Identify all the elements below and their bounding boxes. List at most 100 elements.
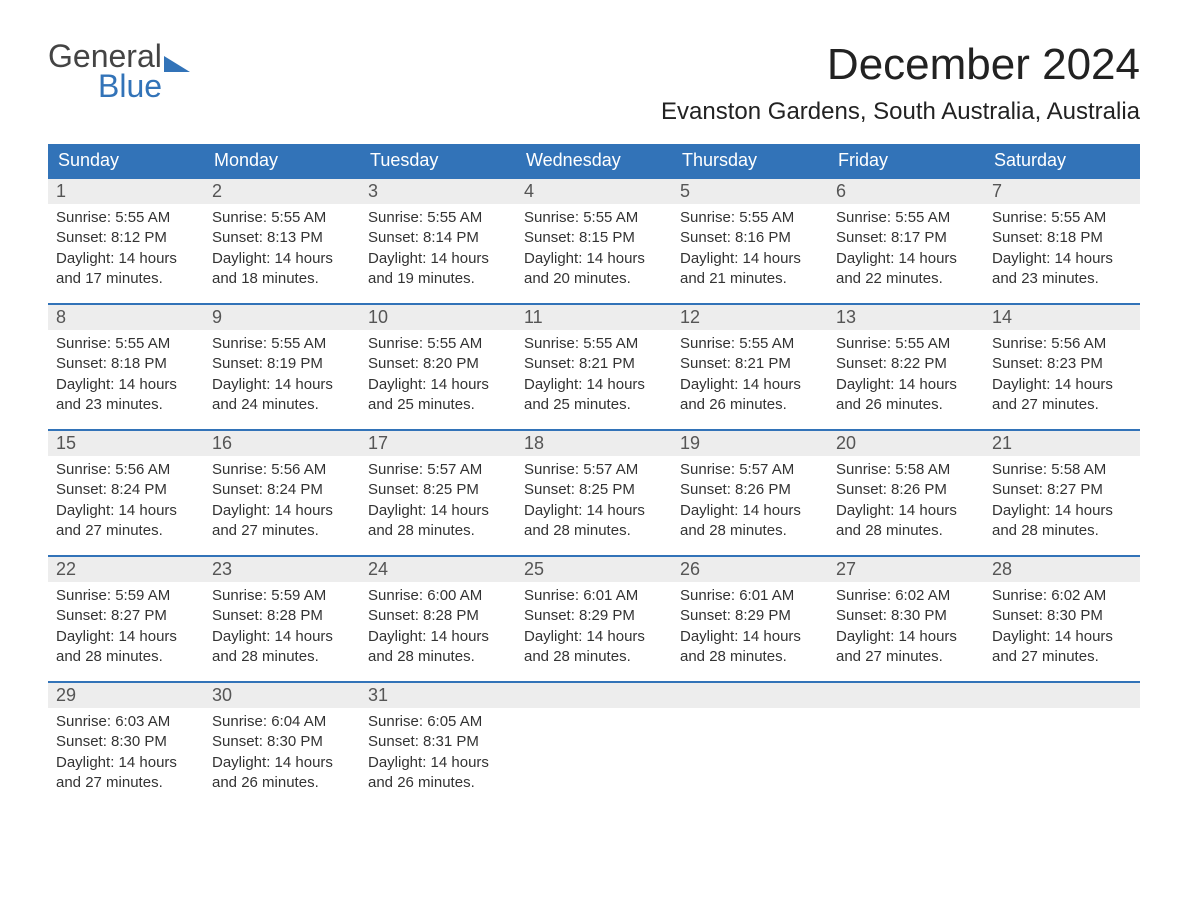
day-details: Sunrise: 5:55 AMSunset: 8:14 PMDaylight:… <box>360 204 516 289</box>
day-details: Sunrise: 5:55 AMSunset: 8:13 PMDaylight:… <box>204 204 360 289</box>
calendar-week: 15Sunrise: 5:56 AMSunset: 8:24 PMDayligh… <box>48 429 1140 555</box>
calendar-day: 20Sunrise: 5:58 AMSunset: 8:26 PMDayligh… <box>828 431 984 555</box>
daylight-line: Daylight: 14 hours and 22 minutes. <box>836 249 976 290</box>
day-number: 8 <box>48 305 204 330</box>
day-details: Sunrise: 6:02 AMSunset: 8:30 PMDaylight:… <box>828 582 984 667</box>
month-title: December 2024 <box>661 40 1140 90</box>
weekday-header: Saturday <box>984 144 1140 177</box>
sunset-line: Sunset: 8:22 PM <box>836 354 976 374</box>
weekday-header: Sunday <box>48 144 204 177</box>
calendar-week: 22Sunrise: 5:59 AMSunset: 8:27 PMDayligh… <box>48 555 1140 681</box>
weekday-header-row: SundayMondayTuesdayWednesdayThursdayFrid… <box>48 144 1140 177</box>
logo-word-2: Blue <box>48 70 190 102</box>
calendar-day: 8Sunrise: 5:55 AMSunset: 8:18 PMDaylight… <box>48 305 204 429</box>
sunset-line: Sunset: 8:29 PM <box>680 606 820 626</box>
sunrise-line: Sunrise: 5:57 AM <box>368 460 508 480</box>
day-number: 14 <box>984 305 1140 330</box>
daylight-line: Daylight: 14 hours and 27 minutes. <box>212 501 352 542</box>
calendar-week: 29Sunrise: 6:03 AMSunset: 8:30 PMDayligh… <box>48 681 1140 807</box>
calendar-week: 1Sunrise: 5:55 AMSunset: 8:12 PMDaylight… <box>48 177 1140 303</box>
day-number: 2 <box>204 179 360 204</box>
sunset-line: Sunset: 8:15 PM <box>524 228 664 248</box>
sunset-line: Sunset: 8:13 PM <box>212 228 352 248</box>
day-details: Sunrise: 5:56 AMSunset: 8:24 PMDaylight:… <box>48 456 204 541</box>
sunset-line: Sunset: 8:16 PM <box>680 228 820 248</box>
calendar-day: 9Sunrise: 5:55 AMSunset: 8:19 PMDaylight… <box>204 305 360 429</box>
day-number: 30 <box>204 683 360 708</box>
day-details: Sunrise: 5:58 AMSunset: 8:27 PMDaylight:… <box>984 456 1140 541</box>
daylight-line: Daylight: 14 hours and 26 minutes. <box>836 375 976 416</box>
day-number: 17 <box>360 431 516 456</box>
sunrise-line: Sunrise: 5:55 AM <box>524 208 664 228</box>
sunrise-line: Sunrise: 6:04 AM <box>212 712 352 732</box>
daylight-line: Daylight: 14 hours and 27 minutes. <box>992 375 1132 416</box>
sunset-line: Sunset: 8:24 PM <box>56 480 196 500</box>
sunset-line: Sunset: 8:27 PM <box>992 480 1132 500</box>
calendar-day: 5Sunrise: 5:55 AMSunset: 8:16 PMDaylight… <box>672 179 828 303</box>
daylight-line: Daylight: 14 hours and 18 minutes. <box>212 249 352 290</box>
sunrise-line: Sunrise: 5:55 AM <box>56 334 196 354</box>
sunset-line: Sunset: 8:14 PM <box>368 228 508 248</box>
day-number-empty <box>828 683 984 708</box>
calendar-day: 17Sunrise: 5:57 AMSunset: 8:25 PMDayligh… <box>360 431 516 555</box>
daylight-line: Daylight: 14 hours and 20 minutes. <box>524 249 664 290</box>
day-number: 28 <box>984 557 1140 582</box>
sunrise-line: Sunrise: 5:59 AM <box>212 586 352 606</box>
day-details: Sunrise: 6:02 AMSunset: 8:30 PMDaylight:… <box>984 582 1140 667</box>
calendar-day-empty <box>672 683 828 807</box>
calendar-day: 11Sunrise: 5:55 AMSunset: 8:21 PMDayligh… <box>516 305 672 429</box>
sunset-line: Sunset: 8:31 PM <box>368 732 508 752</box>
sunrise-line: Sunrise: 5:55 AM <box>56 208 196 228</box>
sunrise-line: Sunrise: 5:55 AM <box>836 334 976 354</box>
daylight-line: Daylight: 14 hours and 28 minutes. <box>836 501 976 542</box>
calendar-day: 2Sunrise: 5:55 AMSunset: 8:13 PMDaylight… <box>204 179 360 303</box>
calendar-day: 31Sunrise: 6:05 AMSunset: 8:31 PMDayligh… <box>360 683 516 807</box>
calendar-day: 19Sunrise: 5:57 AMSunset: 8:26 PMDayligh… <box>672 431 828 555</box>
sunset-line: Sunset: 8:24 PM <box>212 480 352 500</box>
daylight-line: Daylight: 14 hours and 19 minutes. <box>368 249 508 290</box>
calendar-day: 12Sunrise: 5:55 AMSunset: 8:21 PMDayligh… <box>672 305 828 429</box>
calendar-day-empty <box>828 683 984 807</box>
sunset-line: Sunset: 8:18 PM <box>992 228 1132 248</box>
day-number: 23 <box>204 557 360 582</box>
daylight-line: Daylight: 14 hours and 25 minutes. <box>368 375 508 416</box>
daylight-line: Daylight: 14 hours and 26 minutes. <box>680 375 820 416</box>
sunrise-line: Sunrise: 5:55 AM <box>524 334 664 354</box>
day-number-empty <box>984 683 1140 708</box>
day-number: 19 <box>672 431 828 456</box>
day-number: 27 <box>828 557 984 582</box>
day-details: Sunrise: 5:55 AMSunset: 8:18 PMDaylight:… <box>48 330 204 415</box>
day-number: 31 <box>360 683 516 708</box>
logo: General Blue <box>48 40 190 102</box>
daylight-line: Daylight: 14 hours and 24 minutes. <box>212 375 352 416</box>
day-details: Sunrise: 6:00 AMSunset: 8:28 PMDaylight:… <box>360 582 516 667</box>
calendar-day: 24Sunrise: 6:00 AMSunset: 8:28 PMDayligh… <box>360 557 516 681</box>
calendar-day: 3Sunrise: 5:55 AMSunset: 8:14 PMDaylight… <box>360 179 516 303</box>
daylight-line: Daylight: 14 hours and 28 minutes. <box>680 627 820 668</box>
day-number: 16 <box>204 431 360 456</box>
sunset-line: Sunset: 8:26 PM <box>836 480 976 500</box>
sunset-line: Sunset: 8:21 PM <box>680 354 820 374</box>
daylight-line: Daylight: 14 hours and 27 minutes. <box>836 627 976 668</box>
daylight-line: Daylight: 14 hours and 27 minutes. <box>56 753 196 794</box>
day-number: 29 <box>48 683 204 708</box>
calendar-body: 1Sunrise: 5:55 AMSunset: 8:12 PMDaylight… <box>48 177 1140 807</box>
weekday-header: Thursday <box>672 144 828 177</box>
sunset-line: Sunset: 8:17 PM <box>836 228 976 248</box>
title-block: December 2024 Evanston Gardens, South Au… <box>661 40 1140 126</box>
sunset-line: Sunset: 8:23 PM <box>992 354 1132 374</box>
daylight-line: Daylight: 14 hours and 28 minutes. <box>212 627 352 668</box>
day-details: Sunrise: 5:57 AMSunset: 8:25 PMDaylight:… <box>516 456 672 541</box>
calendar-day: 10Sunrise: 5:55 AMSunset: 8:20 PMDayligh… <box>360 305 516 429</box>
day-number-empty <box>516 683 672 708</box>
sunrise-line: Sunrise: 5:58 AM <box>836 460 976 480</box>
daylight-line: Daylight: 14 hours and 23 minutes. <box>56 375 196 416</box>
day-number: 15 <box>48 431 204 456</box>
sunrise-line: Sunrise: 6:05 AM <box>368 712 508 732</box>
calendar-week: 8Sunrise: 5:55 AMSunset: 8:18 PMDaylight… <box>48 303 1140 429</box>
sunrise-line: Sunrise: 5:55 AM <box>212 334 352 354</box>
calendar-day: 21Sunrise: 5:58 AMSunset: 8:27 PMDayligh… <box>984 431 1140 555</box>
calendar-day: 26Sunrise: 6:01 AMSunset: 8:29 PMDayligh… <box>672 557 828 681</box>
calendar-day-empty <box>984 683 1140 807</box>
daylight-line: Daylight: 14 hours and 28 minutes. <box>56 627 196 668</box>
